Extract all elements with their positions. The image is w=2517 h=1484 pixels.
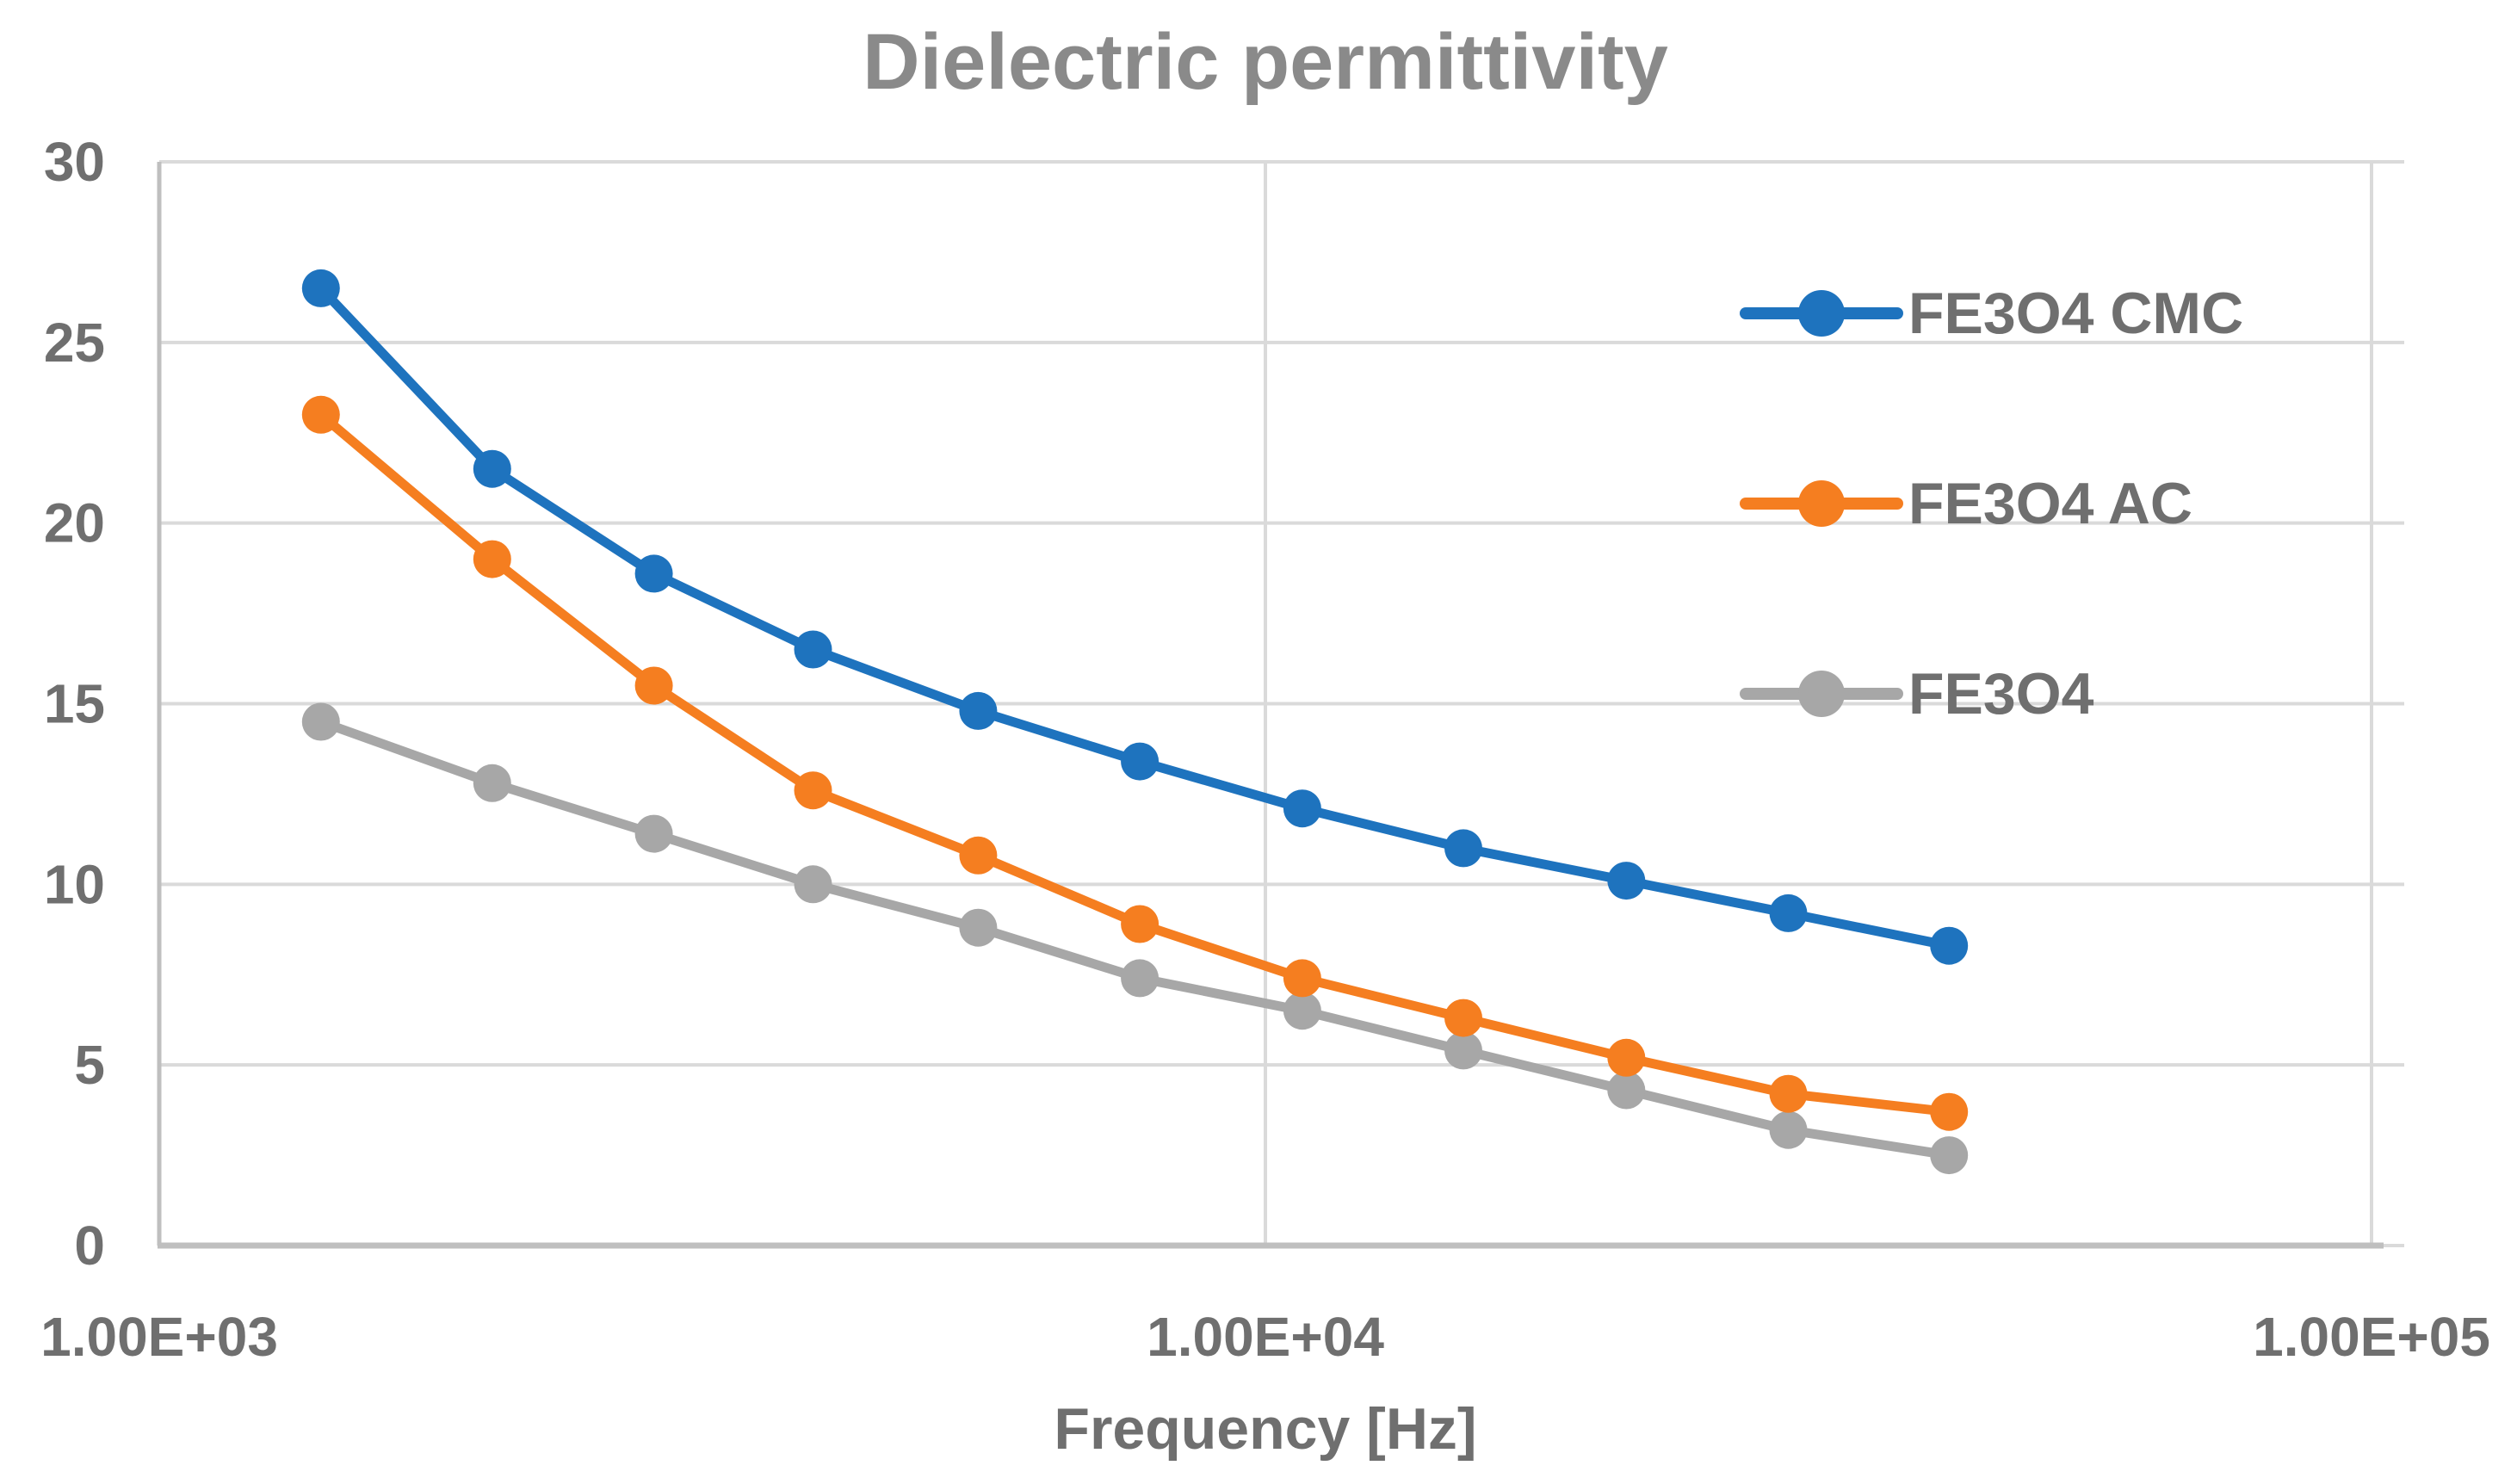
- data-point-marker: [1930, 1092, 1969, 1131]
- legend-entry-fe3o4-ac: FE3O4 AC: [1740, 471, 2192, 536]
- data-point-marker: [1607, 1071, 1646, 1110]
- data-point-marker: [1444, 829, 1482, 868]
- data-point-marker: [1769, 893, 1808, 932]
- legend: FE3O4 CMC FE3O4 AC FE3O4: [1740, 281, 2243, 727]
- legend-label: FE3O4: [1908, 661, 2094, 727]
- axis-lines: [157, 162, 2384, 1249]
- legend-label: FE3O4 CMC: [1908, 281, 2243, 346]
- data-point-marker: [473, 540, 511, 578]
- data-point-marker: [1930, 1136, 1969, 1175]
- legend-label: FE3O4 AC: [1908, 471, 2192, 536]
- data-point-marker: [473, 449, 511, 488]
- series-fe3o4-cmc: [301, 269, 1969, 965]
- y-tick-label: 20: [44, 492, 105, 554]
- legend-marker: [1798, 290, 1845, 337]
- x-tick-label: 1.00E+05: [2253, 1306, 2490, 1368]
- data-point-marker: [959, 908, 998, 947]
- data-point-marker: [634, 554, 673, 593]
- x-tick-labels: 1.00E+03 1.00E+04 1.00E+05: [40, 1306, 2490, 1368]
- data-point-marker: [1283, 789, 1321, 828]
- y-tick-label: 15: [44, 673, 105, 735]
- data-point-marker: [301, 395, 340, 434]
- gridlines: [159, 160, 2404, 1247]
- series-fe3o4: [301, 702, 1969, 1175]
- data-point-marker: [473, 764, 511, 802]
- x-axis-title: Frequency [Hz]: [1054, 1396, 1476, 1462]
- data-point-marker: [1283, 992, 1321, 1030]
- data-point-marker: [1121, 905, 1160, 943]
- y-tick-labels: 0 5 10 15 20 25 30: [44, 131, 105, 1277]
- y-tick-label: 10: [44, 853, 105, 915]
- x-tick-label: 1.00E+04: [1147, 1306, 1384, 1368]
- legend-marker: [1798, 671, 1845, 717]
- data-point-marker: [1769, 1110, 1808, 1149]
- y-tick-label: 25: [44, 312, 105, 374]
- data-point-marker: [794, 630, 832, 669]
- legend-marker: [1798, 480, 1845, 527]
- y-tick-label: 5: [74, 1034, 105, 1096]
- data-point-marker: [1769, 1074, 1808, 1113]
- data-point-marker: [301, 702, 340, 741]
- data-point-marker: [1444, 1031, 1482, 1070]
- data-point-marker: [301, 269, 340, 307]
- data-point-marker: [794, 865, 832, 904]
- y-tick-label: 30: [44, 131, 105, 193]
- series-fe3o4-ac: [301, 395, 1969, 1131]
- data-point-marker: [1930, 926, 1969, 965]
- chart-title: Dielectric permittivity: [863, 18, 1668, 106]
- data-point-marker: [634, 666, 673, 705]
- legend-entry-fe3o4: FE3O4: [1740, 661, 2094, 727]
- data-point-marker: [1607, 1038, 1646, 1077]
- y-tick-label: 0: [74, 1215, 105, 1277]
- data-point-marker: [959, 691, 998, 730]
- data-point-marker: [634, 814, 673, 853]
- legend-entry-fe3o4-cmc: FE3O4 CMC: [1740, 281, 2243, 346]
- data-point-marker: [959, 836, 998, 875]
- data-series: [301, 269, 1969, 1175]
- data-point-marker: [1283, 959, 1321, 998]
- data-point-marker: [1444, 999, 1482, 1037]
- data-point-marker: [1121, 742, 1160, 781]
- data-point-marker: [1121, 959, 1160, 998]
- data-point-marker: [794, 771, 832, 810]
- x-tick-label: 1.00E+03: [40, 1306, 278, 1368]
- data-point-marker: [1607, 862, 1646, 900]
